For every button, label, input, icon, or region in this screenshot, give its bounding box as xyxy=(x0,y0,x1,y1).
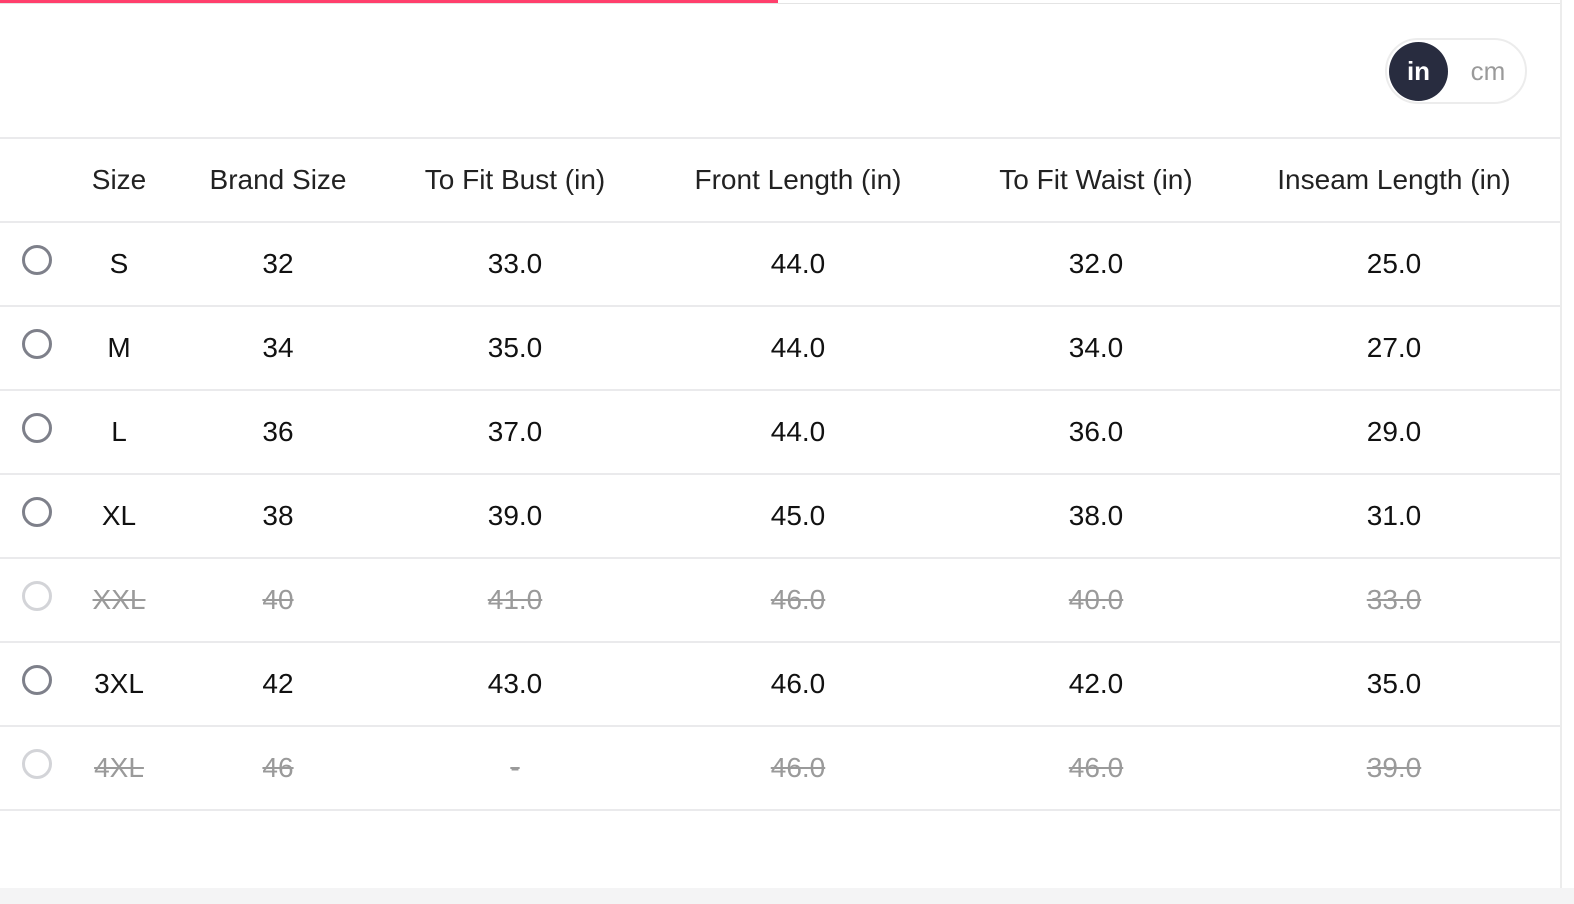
radio-cell xyxy=(0,581,80,611)
header-bust: To Fit Bust (in) xyxy=(424,164,606,195)
cell-bust: - xyxy=(510,752,520,783)
cell-brand-size: 36 xyxy=(262,416,294,447)
cell-bust: 41.0 xyxy=(487,584,543,615)
header-size: Size xyxy=(91,164,147,195)
table-row[interactable]: 3XL 42 43.0 46.0 42.0 35.0 xyxy=(0,643,1560,727)
size-radio xyxy=(22,581,52,611)
cell-inseam: 27.0 xyxy=(1366,332,1422,363)
cell-front-length: 46.0 xyxy=(770,668,826,699)
cell-waist: 42.0 xyxy=(1068,668,1124,699)
radio-cell xyxy=(0,749,80,779)
table-row[interactable]: S 32 33.0 44.0 32.0 25.0 xyxy=(0,223,1560,307)
footer-band xyxy=(0,888,1574,904)
cell-brand-size: 42 xyxy=(262,668,294,699)
cell-brand-size: 32 xyxy=(262,248,294,279)
size-radio[interactable] xyxy=(22,329,52,359)
cell-inseam: 39.0 xyxy=(1366,752,1422,783)
cell-waist: 40.0 xyxy=(1068,584,1124,615)
cell-waist: 34.0 xyxy=(1068,332,1124,363)
header-waist: To Fit Waist (in) xyxy=(999,164,1193,195)
table-row[interactable]: M 34 35.0 44.0 34.0 27.0 xyxy=(0,307,1560,391)
cell-brand-size: 34 xyxy=(262,332,294,363)
size-radio xyxy=(22,749,52,779)
cell-waist: 32.0 xyxy=(1068,248,1124,279)
cell-bust: 37.0 xyxy=(487,416,543,447)
cell-size: XXL xyxy=(92,584,146,615)
table-header: Size Brand Size To Fit Bust (in) Front L… xyxy=(0,139,1560,223)
size-chart-table: Size Brand Size To Fit Bust (in) Front L… xyxy=(0,137,1560,811)
table-row: XXL 40 41.0 46.0 40.0 33.0 xyxy=(0,559,1560,643)
size-radio[interactable] xyxy=(22,665,52,695)
cell-waist: 46.0 xyxy=(1068,752,1124,783)
radio-cell xyxy=(0,665,80,695)
size-radio[interactable] xyxy=(22,245,52,275)
cell-size: L xyxy=(111,416,127,447)
cell-front-length: 44.0 xyxy=(770,248,826,279)
unit-option-cm[interactable]: cm xyxy=(1470,56,1506,86)
cell-size: M xyxy=(107,332,131,363)
cell-brand-size: 38 xyxy=(262,500,294,531)
cell-front-length: 44.0 xyxy=(770,416,826,447)
radio-cell xyxy=(0,497,80,527)
cell-front-length: 45.0 xyxy=(770,500,826,531)
cell-inseam: 31.0 xyxy=(1366,500,1422,531)
table-row: 4XL 46 - 46.0 46.0 39.0 xyxy=(0,727,1560,811)
cell-bust: 33.0 xyxy=(487,248,543,279)
cell-waist: 36.0 xyxy=(1068,416,1124,447)
cell-inseam: 25.0 xyxy=(1366,248,1422,279)
cell-front-length: 46.0 xyxy=(770,752,826,783)
divider xyxy=(0,3,1560,4)
cell-front-length: 44.0 xyxy=(770,332,826,363)
cell-inseam: 29.0 xyxy=(1366,416,1422,447)
size-radio[interactable] xyxy=(22,497,52,527)
header-front-length: Front Length (in) xyxy=(694,164,902,195)
cell-inseam: 33.0 xyxy=(1366,584,1422,615)
cell-bust: 39.0 xyxy=(487,500,543,531)
cell-size: 3XL xyxy=(94,668,144,699)
table-row[interactable]: L 36 37.0 44.0 36.0 29.0 xyxy=(0,391,1560,475)
cell-size: S xyxy=(109,248,129,279)
cell-size: 4XL xyxy=(94,752,144,783)
cell-brand-size: 46 xyxy=(262,752,294,783)
unit-toggle[interactable]: in cm xyxy=(1385,38,1527,104)
cell-bust: 43.0 xyxy=(487,668,543,699)
cell-brand-size: 40 xyxy=(262,584,294,615)
cell-waist: 38.0 xyxy=(1068,500,1124,531)
table-row[interactable]: XL 38 39.0 45.0 38.0 31.0 xyxy=(0,475,1560,559)
radio-cell xyxy=(0,413,80,443)
unit-option-in[interactable]: in xyxy=(1389,42,1448,101)
cell-front-length: 46.0 xyxy=(770,584,826,615)
radio-cell xyxy=(0,245,80,275)
progress-bar xyxy=(0,0,778,3)
radio-cell xyxy=(0,329,80,359)
size-radio[interactable] xyxy=(22,413,52,443)
divider xyxy=(1560,0,1562,890)
cell-size: XL xyxy=(101,500,137,531)
header-brand-size: Brand Size xyxy=(209,164,347,195)
cell-bust: 35.0 xyxy=(487,332,543,363)
header-inseam: Inseam Length (in) xyxy=(1277,164,1511,195)
cell-inseam: 35.0 xyxy=(1366,668,1422,699)
